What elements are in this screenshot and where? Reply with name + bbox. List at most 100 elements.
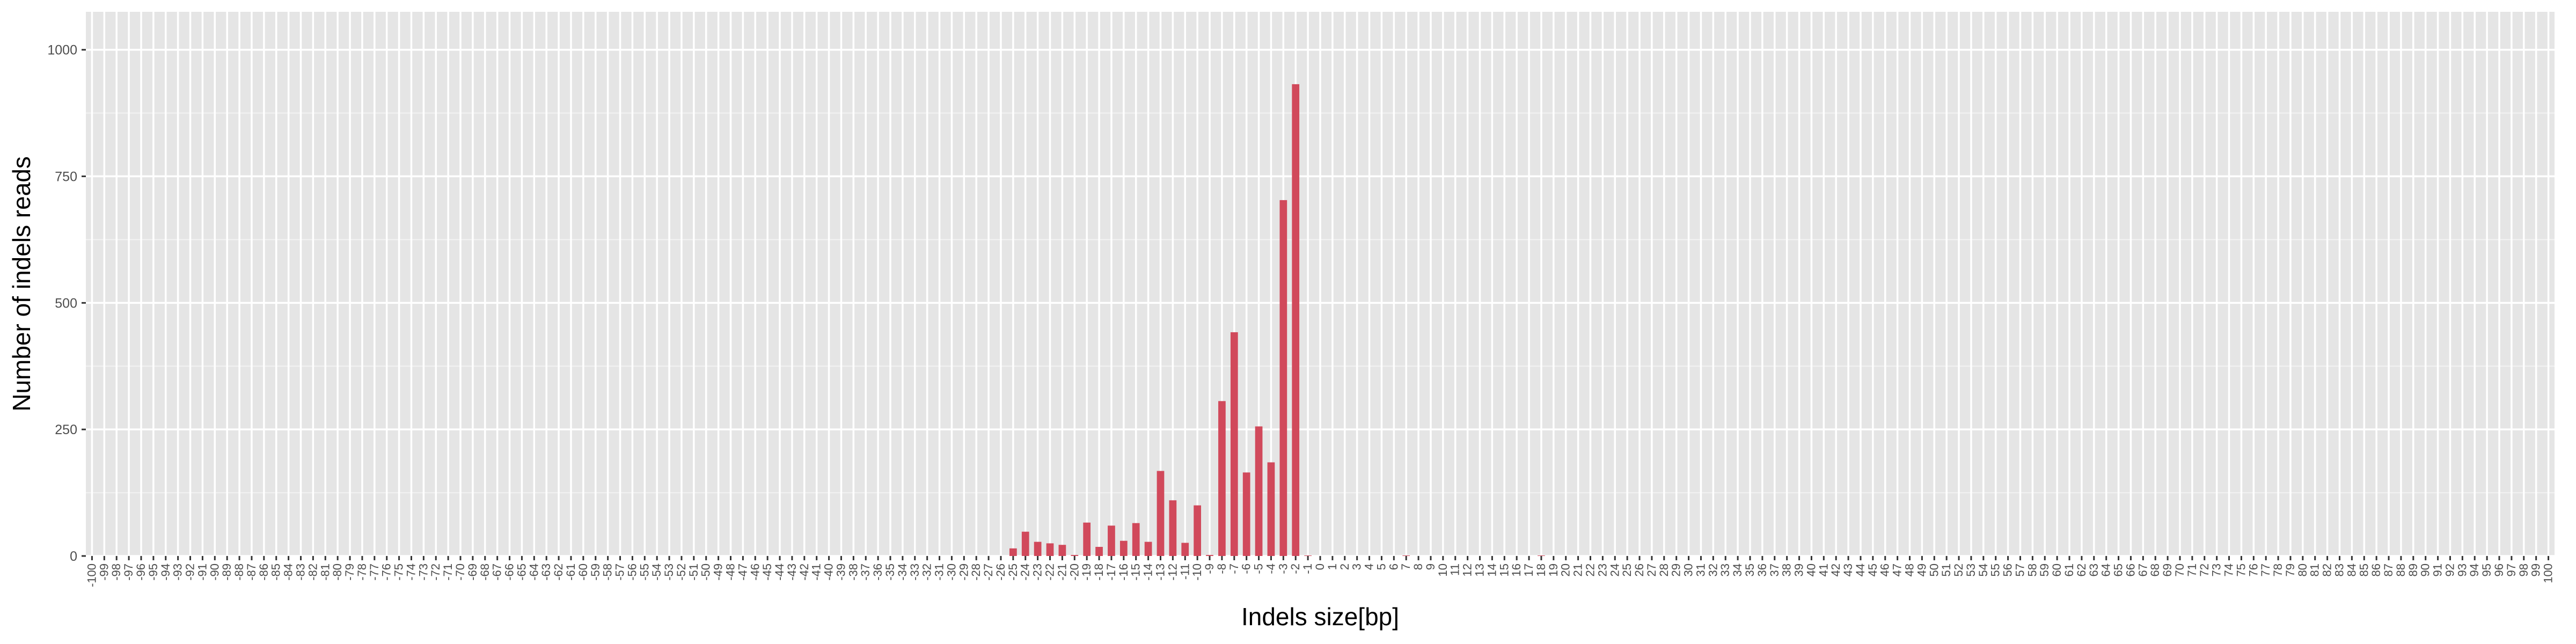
x-tick-label: -90 — [208, 564, 221, 581]
bar — [1083, 522, 1091, 556]
x-tick-label: -79 — [343, 564, 356, 581]
x-tick-label: -77 — [368, 564, 381, 581]
x-tick-label: -21 — [1055, 564, 1069, 581]
x-tick-label: -72 — [429, 564, 442, 581]
x-tick-label: -38 — [846, 564, 860, 581]
bar — [1009, 548, 1017, 556]
x-tick-label: 20 — [1559, 564, 1572, 576]
x-tick-label: -27 — [982, 564, 995, 581]
x-tick-label: 70 — [2173, 564, 2186, 576]
x-tick-label: 16 — [1510, 564, 1523, 576]
bar — [1046, 543, 1054, 556]
x-tick-label: 76 — [2246, 564, 2260, 576]
x-tick-label: 69 — [2161, 564, 2174, 576]
x-tick-label: -58 — [601, 564, 614, 581]
x-tick-label: 46 — [1878, 564, 1892, 576]
x-tick-label: -78 — [355, 564, 369, 581]
x-tick-label: 90 — [2419, 564, 2432, 576]
x-tick-label: -54 — [650, 564, 663, 581]
x-tick-label: 83 — [2333, 564, 2346, 576]
bar — [1194, 505, 1202, 556]
x-tick-label: -59 — [589, 564, 602, 581]
x-tick-label: 86 — [2369, 564, 2383, 576]
x-tick-label: -97 — [122, 564, 135, 581]
x-tick-label: 39 — [1792, 564, 1806, 576]
x-tick-label: 35 — [1743, 564, 1757, 576]
x-tick-label: -8 — [1215, 564, 1228, 574]
x-tick-label: 53 — [1964, 564, 1978, 576]
x-tick-label: -68 — [478, 564, 492, 581]
x-tick-label: 32 — [1706, 564, 1719, 576]
x-tick-label: 45 — [1866, 564, 1879, 576]
x-tick-label: -55 — [638, 564, 651, 581]
x-tick-label: -85 — [269, 564, 283, 581]
x-tick-label: -25 — [1006, 564, 1020, 581]
x-tick-label: -66 — [503, 564, 516, 581]
x-tick-label: 74 — [2222, 564, 2236, 576]
x-tick-label: -32 — [920, 564, 934, 581]
x-tick-label: -61 — [564, 564, 577, 581]
x-tick-label: 85 — [2357, 564, 2370, 576]
bar — [1021, 531, 1029, 556]
x-tick-label: 10 — [1436, 564, 1450, 576]
x-tick-label: 38 — [1780, 564, 1794, 576]
x-tick-label: 14 — [1485, 564, 1498, 576]
x-tick-label: 60 — [2050, 564, 2063, 576]
x-tick-label: 58 — [2025, 564, 2039, 576]
x-tick-label: 8 — [1411, 564, 1425, 570]
x-tick-label: 30 — [1682, 564, 1695, 576]
x-tick-label: 88 — [2394, 564, 2407, 576]
x-tick-label: 75 — [2234, 564, 2248, 576]
x-tick-label: -17 — [1104, 564, 1118, 581]
x-tick-label: -62 — [552, 564, 565, 581]
x-tick-label: 57 — [2013, 564, 2026, 576]
x-tick-label: -2 — [1289, 564, 1302, 574]
x-tick-label: 5 — [1374, 564, 1388, 570]
bar — [1267, 462, 1275, 556]
x-tick-label: -80 — [331, 564, 344, 581]
bar — [1058, 545, 1066, 556]
x-tick-label: -56 — [625, 564, 639, 581]
x-tick-label: 97 — [2505, 564, 2518, 576]
bar — [1242, 472, 1250, 556]
y-tick-label: 750 — [55, 170, 77, 185]
x-tick-label: -42 — [797, 564, 811, 581]
x-tick-label: 95 — [2480, 564, 2493, 576]
x-tick-label: -6 — [1240, 564, 1253, 574]
x-tick-label: 65 — [2112, 564, 2125, 576]
x-tick-label: 92 — [2443, 564, 2456, 576]
x-tick-label: 51 — [1940, 564, 1953, 576]
x-tick-label: -39 — [834, 564, 847, 581]
x-tick-label: -65 — [515, 564, 528, 581]
x-tick-label: -26 — [994, 564, 1007, 581]
x-tick-label: 7 — [1399, 564, 1413, 570]
x-tick-label: -41 — [810, 564, 823, 581]
x-tick-label: 13 — [1473, 564, 1487, 576]
x-tick-label: 89 — [2406, 564, 2420, 576]
x-tick-label: -49 — [712, 564, 725, 581]
x-tick-label: -43 — [785, 564, 799, 581]
x-tick-label: 23 — [1596, 564, 1609, 576]
x-tick-label: 55 — [1989, 564, 2002, 576]
bar — [1402, 555, 1410, 556]
x-tick-label: -64 — [527, 564, 540, 581]
x-tick-label: 49 — [1915, 564, 1928, 576]
x-tick-label: 37 — [1768, 564, 1781, 576]
x-tick-label: -40 — [822, 564, 836, 581]
x-tick-label: -87 — [245, 564, 258, 581]
x-tick-label: -53 — [662, 564, 676, 581]
x-tick-label: -89 — [220, 564, 233, 581]
x-tick-label: -75 — [392, 564, 406, 581]
x-tick-label: -30 — [945, 564, 958, 581]
x-tick-label: 40 — [1804, 564, 1818, 576]
x-tick-label: -57 — [613, 564, 627, 581]
x-tick-label: 43 — [1841, 564, 1855, 576]
bar — [1279, 200, 1287, 556]
x-tick-label: -83 — [294, 564, 307, 581]
x-tick-label: 63 — [2087, 564, 2101, 576]
bar — [1132, 523, 1140, 556]
x-tick-label: 12 — [1461, 564, 1474, 576]
y-tick-label: 1000 — [47, 43, 77, 58]
x-tick-label: -51 — [687, 564, 700, 581]
x-tick-label: -9 — [1203, 564, 1216, 574]
